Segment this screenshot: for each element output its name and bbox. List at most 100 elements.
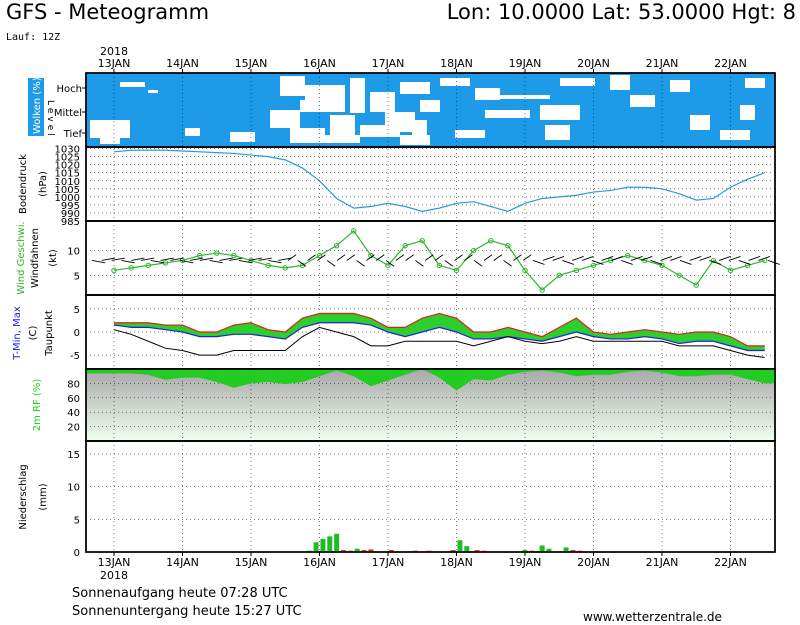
wind-barb — [385, 260, 395, 267]
wind-barb — [503, 260, 512, 267]
pressure-label-1: Bodendruck — [18, 154, 29, 214]
wind-speed-point — [402, 242, 408, 249]
y-tick-label: 20 — [67, 423, 80, 434]
precip-bar — [546, 548, 552, 552]
cloud-gap — [420, 100, 440, 112]
wind-barb — [287, 254, 297, 261]
wind-barb — [424, 254, 434, 261]
wind-barb — [91, 260, 106, 264]
cloud-gap — [100, 132, 120, 144]
wind-barb — [679, 260, 692, 265]
cloud-gap — [290, 128, 325, 143]
y-tick-label: -5 — [70, 351, 80, 362]
day-label-top: 15JAN — [235, 57, 268, 70]
y-tick-label: 0 — [74, 548, 80, 559]
wind-speed-point — [265, 262, 271, 269]
day-label-bottom: 16JAN — [303, 556, 336, 569]
wind-barb — [229, 257, 243, 261]
wind-speed-point — [522, 267, 528, 274]
wind-speed-point — [693, 282, 699, 288]
precip-bar — [340, 550, 346, 552]
precip-bar — [450, 550, 456, 552]
precip-bar — [457, 540, 463, 552]
website-link[interactable]: www.wetterzentrale.de — [583, 610, 722, 624]
precip-bar — [539, 545, 545, 552]
y-tick-label: 5 — [74, 271, 80, 282]
cloud-gap — [320, 135, 360, 143]
model-run: Lauf: 12Z — [6, 32, 61, 43]
precip-bar — [563, 547, 569, 552]
cloud-level-label: Hoch — [57, 84, 82, 95]
wind-barb — [719, 256, 731, 261]
cloud-gap — [540, 105, 580, 120]
y-tick-label: 1015 — [55, 169, 80, 180]
wind-barb — [630, 256, 643, 261]
wind-barb — [140, 257, 155, 261]
y-tick-label: 0 — [74, 328, 80, 339]
precip-bar — [368, 549, 374, 552]
cloud-gap — [305, 85, 345, 100]
wind-speed-point — [659, 262, 665, 269]
day-label-bottom: 13JAN — [98, 556, 131, 569]
y-tick-label: 10 — [67, 483, 80, 494]
cloud-gap — [412, 120, 427, 135]
wind-speed-line — [113, 229, 765, 291]
wind-barb — [562, 260, 575, 265]
y-tick-label: 10 — [67, 247, 80, 258]
day-label-top: 13JAN — [98, 57, 131, 70]
wind-label-3: (kt) — [48, 249, 59, 267]
wind-barb — [522, 254, 532, 261]
cloud-axis-label: Level — [45, 100, 55, 139]
cloud-gap — [148, 90, 158, 93]
wind-barb — [268, 260, 282, 264]
year-label-bottom: 2018 — [100, 569, 128, 582]
wind-label-1: Wind Geschwi. — [16, 221, 27, 294]
cloud-level-label: Tief — [63, 129, 83, 140]
wind-barb — [444, 260, 454, 267]
cloud-gap — [280, 76, 305, 96]
wind-barb — [581, 256, 594, 261]
wind-barb — [699, 256, 712, 261]
cloud-gap — [670, 80, 690, 92]
panel-border — [85, 440, 776, 553]
day-label-bottom: 18JAN — [440, 556, 473, 569]
wind-barb — [170, 257, 184, 261]
wind-barb — [326, 260, 336, 267]
precip-bar — [361, 550, 367, 552]
wind-barb — [650, 260, 663, 265]
wind-barb — [111, 257, 125, 261]
wind-barb — [748, 256, 761, 261]
wind-barb — [552, 256, 565, 261]
wind-barb — [601, 256, 614, 261]
wind-speed-point — [607, 257, 614, 264]
y-tick-label: 995 — [61, 201, 80, 212]
wind-barb — [611, 256, 624, 261]
wind-barb — [219, 257, 233, 261]
wind-barb — [493, 254, 503, 261]
wind-barb — [415, 260, 424, 267]
wind-speed-point — [316, 252, 323, 259]
wind-barb — [513, 254, 522, 261]
cloud-gap — [120, 82, 145, 87]
cloud-gap — [400, 82, 430, 94]
cloud-gap — [185, 128, 200, 136]
wind-speed-point — [385, 262, 391, 269]
temp-label-3: Taupunkt — [44, 310, 55, 357]
wind-barb — [660, 256, 673, 261]
wind-speed-point — [505, 242, 511, 249]
page-title: GFS - Meteogramm — [6, 0, 210, 24]
y-tick-label: 80 — [67, 379, 80, 390]
y-tick-label: 990 — [61, 209, 80, 220]
day-label-bottom: 22JAN — [714, 556, 747, 569]
precip-label-1: Niederschlag — [18, 464, 29, 529]
cloud-gap — [745, 78, 765, 88]
temp-range-band — [114, 313, 765, 351]
wind-barb — [670, 256, 682, 261]
wind-speed-point — [556, 272, 562, 278]
wind-barb — [532, 260, 545, 265]
day-label-bottom: 17JAN — [372, 556, 405, 569]
wind-barb — [297, 260, 307, 267]
wind-barb — [728, 256, 741, 261]
day-label-bottom: 14JAN — [166, 556, 199, 569]
precip-bar — [327, 536, 333, 552]
